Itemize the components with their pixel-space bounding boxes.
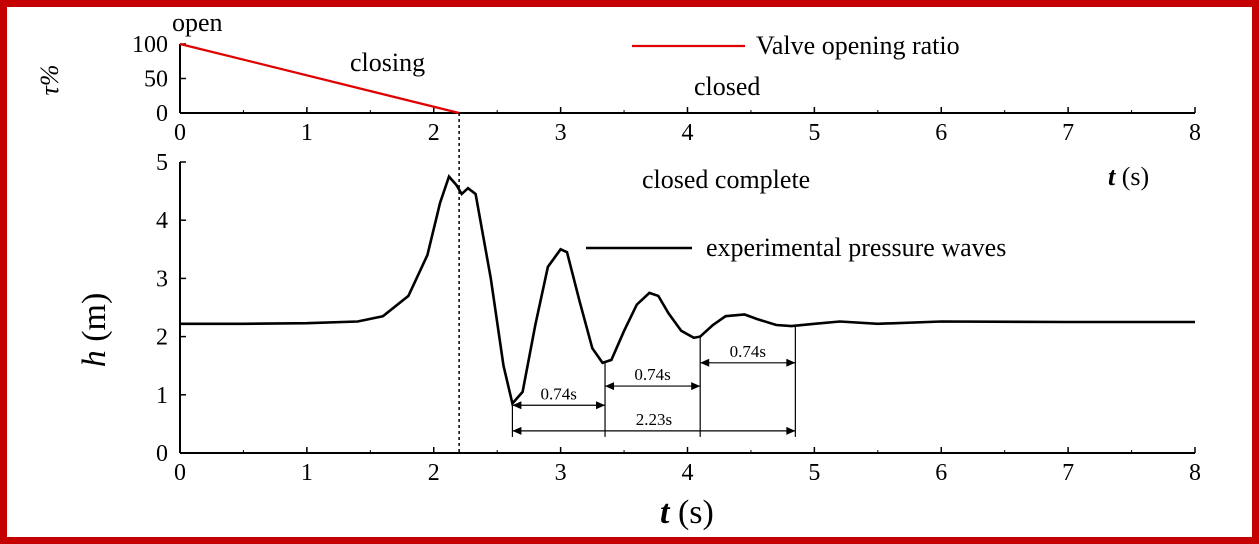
valve-y-label: τ% (35, 65, 64, 96)
annotation-open: open (172, 8, 223, 37)
x-tick-label: 7 (1062, 460, 1074, 486)
valve-legend-label: Valve opening ratio (756, 31, 960, 60)
x-tick-label: 1 (301, 120, 313, 146)
y-tick-label: 5 (156, 150, 168, 176)
x-tick-label: 6 (935, 460, 947, 486)
x-tick-label: 2 (428, 120, 440, 146)
pressure-y-label: h (m) (76, 293, 113, 368)
period-dimensions: 0.74s 0.74s 0.74s 2.23s (511, 325, 796, 437)
annotation-closed-complete: closed complete (642, 165, 810, 194)
valve-opening-series (179, 42, 460, 115)
valve-panel: 0 1 2 3 4 5 6 7 8 0 50 100 τ% open closing closed … (35, 8, 1201, 191)
pressure-panel: 0 1 2 3 4 5 6 7 8 0 1 2 3 4 5 h (m) t (s) closed comp… (76, 113, 1201, 531)
valve-x-label: t (s) (1108, 162, 1149, 191)
y-tick-label: 4 (156, 208, 168, 234)
dimension-label: 2.23s (636, 410, 672, 429)
y-tick-label: 2 (156, 325, 168, 351)
dimension-arrowhead (512, 426, 522, 435)
dimension-arrowhead (786, 358, 796, 367)
x-tick-label: 3 (555, 120, 567, 146)
y-tick-label: 0 (156, 441, 168, 467)
dimension-arrowhead (596, 401, 606, 410)
dimension-arrowhead (700, 358, 710, 367)
x-tick-label: 6 (935, 120, 947, 146)
y-tick-label: 100 (132, 32, 168, 58)
x-tick-label: 2 (428, 460, 440, 486)
pressure-x-ticks: 0 1 2 3 4 5 6 7 8 (174, 447, 1201, 486)
pressure-x-label: t (s) (660, 494, 714, 531)
dimension-arrowhead (605, 382, 615, 391)
pressure-legend-label: experimental pressure waves (706, 233, 1006, 262)
x-tick-label: 8 (1189, 460, 1201, 486)
x-tick-label: 4 (682, 120, 694, 146)
dimension-arrowhead (512, 401, 522, 410)
x-tick-label: 5 (808, 460, 820, 486)
annotation-closed: closed (694, 72, 760, 101)
valve-y-ticks: 0 50 100 (132, 32, 186, 127)
x-tick-label: 1 (301, 460, 313, 486)
dimension-label: 0.74s (730, 342, 766, 361)
x-tick-label: 0 (174, 460, 186, 486)
x-tick-label: 0 (174, 120, 186, 146)
dimension-label: 0.74s (634, 365, 670, 384)
y-tick-label: 50 (144, 67, 168, 93)
dimension-label: 0.74s (541, 384, 577, 403)
y-tick-label: 1 (156, 383, 168, 409)
y-tick-label: 0 (156, 101, 168, 127)
y-tick-label: 3 (156, 266, 168, 292)
pressure-wave-series (180, 174, 1195, 407)
x-tick-label: 8 (1189, 120, 1201, 146)
x-tick-label: 5 (808, 120, 820, 146)
pressure-y-ticks: 0 1 2 3 4 5 (156, 150, 186, 467)
dimension-arrowhead (691, 382, 701, 391)
annotation-closing: closing (350, 48, 425, 77)
x-tick-label: 4 (682, 460, 694, 486)
x-tick-label: 7 (1062, 120, 1074, 146)
x-tick-label: 3 (555, 460, 567, 486)
dimension-arrowhead (786, 426, 796, 435)
valve-x-ticks: 0 1 2 3 4 5 6 7 8 (174, 107, 1201, 146)
